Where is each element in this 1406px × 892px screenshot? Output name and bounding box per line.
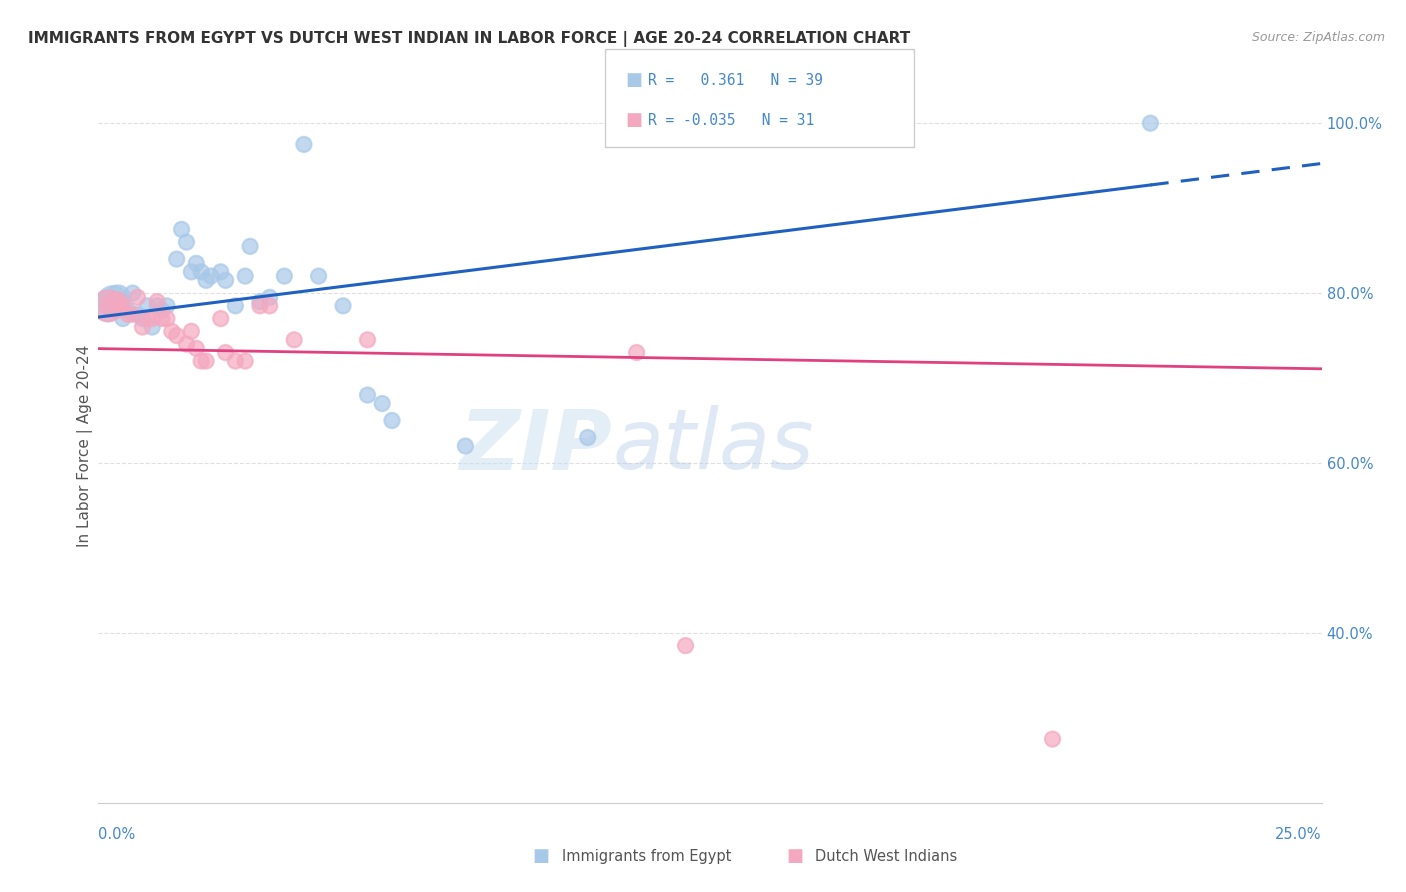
Point [214, 345, 236, 359]
Point [107, 294, 129, 309]
Point [626, 345, 648, 359]
Point [224, 354, 246, 368]
Point [117, 307, 139, 321]
Point [186, 341, 208, 355]
Point [332, 299, 354, 313]
Point [111, 299, 134, 313]
Text: 0.0%: 0.0% [98, 827, 135, 841]
Point [127, 290, 149, 304]
Point [249, 294, 271, 309]
Point [180, 265, 202, 279]
Point [136, 299, 159, 313]
Point [180, 324, 202, 338]
Point [160, 324, 183, 338]
Point [170, 222, 193, 236]
Point [233, 354, 256, 368]
Point [381, 413, 404, 427]
Point [131, 311, 153, 326]
Point [224, 299, 246, 313]
Point [141, 311, 163, 326]
Point [200, 269, 222, 284]
Point [1139, 116, 1161, 130]
Point [356, 388, 378, 402]
Point [283, 333, 305, 347]
Text: atlas: atlas [612, 406, 814, 486]
Point [117, 303, 139, 318]
Point [214, 273, 236, 287]
Point [156, 311, 179, 326]
Text: ■: ■ [533, 847, 550, 865]
Point [166, 328, 188, 343]
Point [454, 439, 477, 453]
Point [121, 307, 143, 321]
Point [195, 354, 218, 368]
Point [186, 256, 208, 270]
Point [239, 239, 262, 253]
Point [1042, 732, 1064, 747]
Point [292, 137, 315, 152]
Point [166, 252, 188, 266]
Point [176, 337, 198, 351]
Text: Source: ZipAtlas.com: Source: ZipAtlas.com [1251, 31, 1385, 45]
Point [141, 320, 163, 334]
Point [371, 396, 394, 410]
Point [111, 299, 134, 313]
Point [209, 265, 232, 279]
Point [97, 299, 120, 313]
Point [249, 299, 271, 313]
Text: R = -0.035   N = 31: R = -0.035 N = 31 [648, 113, 814, 128]
Text: R =   0.361   N = 39: R = 0.361 N = 39 [648, 73, 823, 87]
Text: IMMIGRANTS FROM EGYPT VS DUTCH WEST INDIAN IN LABOR FORCE | AGE 20-24 CORRELATIO: IMMIGRANTS FROM EGYPT VS DUTCH WEST INDI… [28, 31, 910, 47]
Point [101, 294, 124, 309]
Text: 25.0%: 25.0% [1275, 827, 1322, 841]
Point [121, 286, 143, 301]
Point [259, 299, 281, 313]
Point [131, 320, 153, 334]
Point [273, 269, 295, 284]
Point [107, 290, 129, 304]
Text: ■: ■ [626, 112, 643, 129]
Point [127, 307, 149, 321]
Point [209, 311, 232, 326]
Point [101, 299, 124, 313]
Point [259, 290, 281, 304]
Point [195, 273, 218, 287]
Text: Dutch West Indians: Dutch West Indians [815, 849, 957, 863]
Point [150, 303, 173, 318]
Point [97, 299, 120, 313]
Point [308, 269, 330, 284]
Point [136, 311, 159, 326]
Point [146, 299, 169, 313]
Text: ■: ■ [786, 847, 803, 865]
Point [190, 354, 212, 368]
Point [111, 311, 134, 326]
Point [190, 265, 212, 279]
Y-axis label: In Labor Force | Age 20-24: In Labor Force | Age 20-24 [77, 345, 93, 547]
Point [156, 299, 179, 313]
Point [576, 430, 599, 444]
Point [146, 294, 169, 309]
Point [675, 639, 697, 653]
Point [176, 235, 198, 249]
Text: Immigrants from Egypt: Immigrants from Egypt [562, 849, 731, 863]
Text: ZIP: ZIP [460, 406, 612, 486]
Point [356, 333, 378, 347]
Point [233, 269, 256, 284]
Text: ■: ■ [626, 71, 643, 89]
Point [150, 311, 173, 326]
